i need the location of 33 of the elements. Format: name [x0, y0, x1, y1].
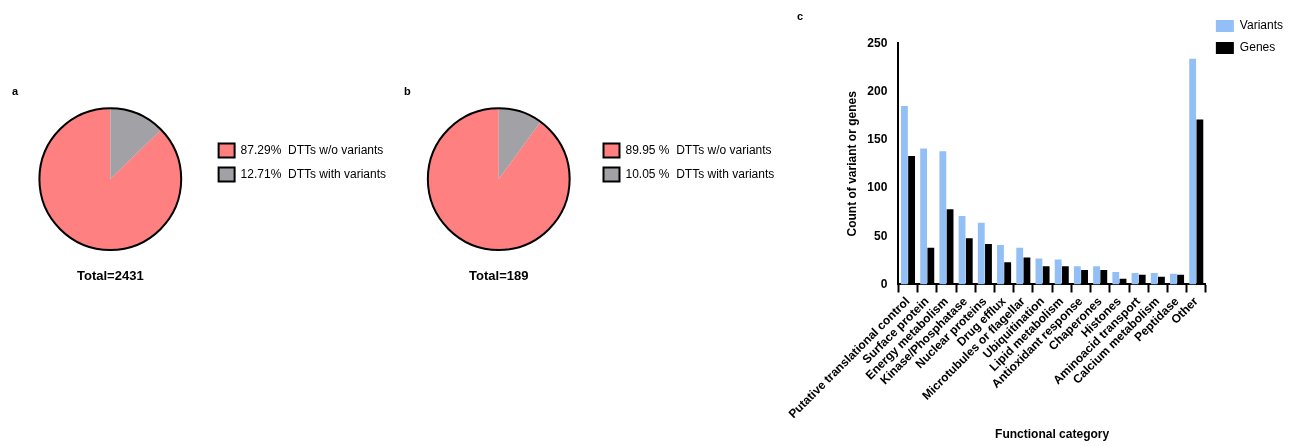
y-axis-title: Count of variant or genes: [845, 90, 860, 237]
bar: [1035, 258, 1043, 285]
y-tick-label: 250: [867, 35, 888, 50]
legend-label: 12.71% DTTs with variants: [240, 166, 386, 181]
bar: [997, 244, 1004, 285]
legend-label: Variants: [1239, 18, 1284, 33]
chart-title: a: [12, 84, 19, 97]
legend-label: Genes: [1239, 40, 1276, 55]
text: Total=189: [469, 268, 529, 283]
bar: [1112, 271, 1120, 285]
y-tick-label: 100: [867, 180, 888, 195]
bar: [1093, 266, 1100, 285]
y-tick-label: 150: [867, 132, 888, 147]
bar: [920, 148, 928, 285]
text: Total=2431: [77, 268, 144, 283]
chart-title: b: [404, 84, 411, 97]
x-axis-title: Functional category: [995, 427, 1110, 442]
bar: [1189, 58, 1197, 285]
legend-label: 89.95 % DTTs w/o variants: [625, 142, 772, 157]
y-tick-label: 0: [880, 276, 888, 291]
bar: [1170, 273, 1177, 285]
y-tick-label: 50: [874, 228, 888, 243]
bar: [900, 105, 908, 285]
bar: [1150, 272, 1158, 285]
y-tick-label: 200: [867, 83, 888, 98]
bar: [1016, 247, 1024, 285]
bar: [977, 222, 985, 285]
bar: [939, 151, 947, 285]
bar: [1054, 259, 1062, 285]
legend-label: 10.05 % DTTs with variants: [625, 166, 775, 181]
bar: [1073, 266, 1081, 285]
text: c: [797, 9, 804, 22]
legend-label: 87.29% DTTs w/o variants: [240, 142, 384, 157]
